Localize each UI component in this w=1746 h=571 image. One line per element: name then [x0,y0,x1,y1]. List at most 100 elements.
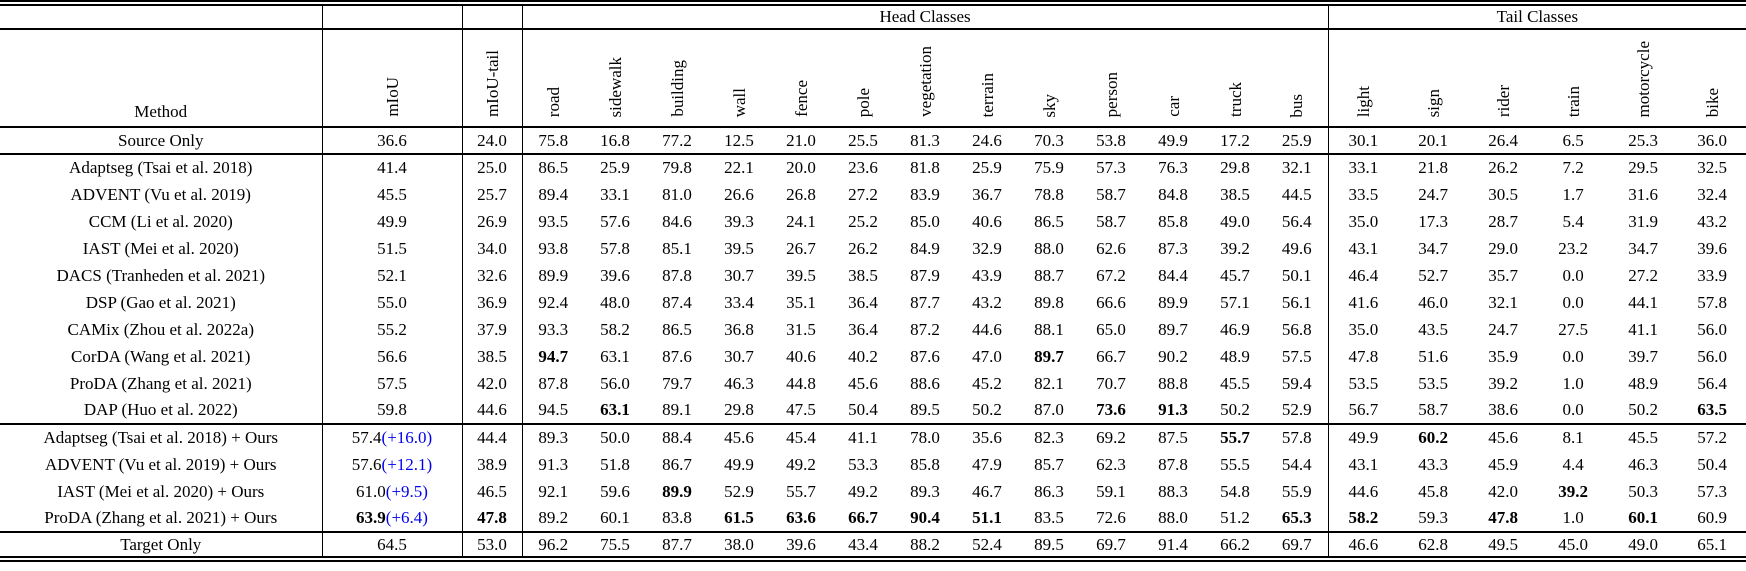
value-cell-light: 35.0 [1327,316,1399,343]
value-cell-building: 89.1 [646,397,708,425]
value-cell-sign: 60.2 [1418,428,1448,448]
table-row: DACS (Tranheden et al. 2021) 52.1 32.6 89.9… [0,262,1746,289]
value-cell-car: 89.7 [1158,319,1188,339]
class-column-label: fence [791,80,811,118]
value-cell-rider: 45.9 [1488,454,1518,474]
value-cell-building: 79.8 [662,158,692,178]
value-cell-bike: 36.0 [1678,127,1746,155]
value-cell-bus: 55.9 [1281,481,1312,501]
value-cell-road: 92.4 [521,289,584,316]
miou-value: 41.4 [377,158,407,178]
class-column-header-pole: pole [832,29,894,128]
value-cell-bike: 57.8 [1697,292,1727,312]
value-cell-person: 70.7 [1096,373,1126,393]
value-cell-person: 69.7 [1096,534,1126,554]
value-cell-vegetation: 84.9 [910,238,940,258]
value-cell-pole: 40.2 [848,346,878,366]
value-cell-vegetation: 78.0 [910,428,940,448]
value-cell-sky: 86.3 [1034,481,1064,501]
value-cell-building: 86.5 [662,319,692,339]
value-cell-wall: 29.8 [708,397,770,425]
value-cell-truck: 17.2 [1204,127,1266,155]
value-cell-pole: 53.3 [848,454,878,474]
method-cell: CorDA (Wang et al. 2021) [71,346,251,366]
method-cell: DAP (Huo et al. 2022) [0,397,322,425]
value-cell-pole: 25.2 [848,211,878,231]
method-cell: CCM (Li et al. 2020) [88,211,233,231]
method-cell: Source Only [0,127,322,155]
miou-tail-cell: 46.5 [461,478,522,505]
value-cell-bus: 49.6 [1281,238,1312,258]
value-cell-sign: 34.7 [1418,238,1448,258]
value-cell-sky: 83.5 [1018,505,1080,533]
value-cell-fence: 24.1 [786,211,816,231]
value-cell-pole: 41.1 [848,428,878,448]
miou-tail-cell: 47.8 [461,505,522,533]
value-cell-building: 87.7 [662,534,692,554]
value-cell-train: 45.0 [1558,534,1588,554]
value-cell-bus: 57.5 [1281,346,1312,366]
value-cell-terrain: 36.7 [972,184,1002,204]
method-cell: DSP (Gao et al. 2021) [85,292,236,312]
class-column-label: terrain [977,72,997,118]
value-cell-car: 91.4 [1158,534,1188,554]
value-cell-vegetation: 85.0 [910,211,940,231]
value-cell-bike: 33.9 [1697,265,1727,285]
value-cell-truck: 57.1 [1220,292,1250,312]
value-cell-person: 69.2 [1096,428,1126,448]
miou-cell: 52.1 [321,262,462,289]
table-row: Source Only 36.6 24.0 75.8 16.8 77.2 12.5 21.0 2… [0,127,1746,155]
class-column-label: rider [1493,85,1513,118]
method-cell: ADVENT (Vu et al. 2019) + Ours [44,454,277,474]
value-cell-train: 27.5 [1558,319,1588,339]
value-cell-wall: 39.3 [724,211,754,231]
class-column-label: bus [1287,93,1307,118]
value-cell-fence: 39.5 [786,265,816,285]
value-cell-wall: 61.5 [708,505,770,533]
value-cell-bus: 56.4 [1281,211,1312,231]
value-cell-sky: 89.5 [1034,534,1064,554]
value-cell-bike: 56.4 [1697,373,1727,393]
miou-cell: 56.6 [321,343,462,370]
value-cell-terrain: 44.6 [972,319,1002,339]
value-cell-wall: 30.7 [724,346,754,366]
method-cell: IAST (Mei et al. 2020) + Ours [57,481,265,501]
value-cell-train: 0.0 [1562,346,1584,366]
value-cell-fence: 45.4 [786,428,816,448]
value-cell-motorcycle: 31.6 [1628,184,1658,204]
value-cell-light: 33.5 [1327,181,1399,208]
head-classes-group-header: Head Classes [521,3,1329,30]
value-cell-truck: 55.7 [1220,428,1250,448]
value-cell-person: 66.6 [1096,292,1126,312]
value-cell-road: 94.5 [521,397,584,425]
value-cell-wall: 22.1 [724,158,754,178]
class-column-header-train: train [1538,29,1609,128]
value-cell-truck: 39.2 [1220,238,1250,258]
miou-cell: 51.5 [321,235,462,262]
value-cell-motorcycle: 27.2 [1628,265,1658,285]
value-cell-pole: 27.2 [848,184,878,204]
value-cell-road: 92.1 [521,478,584,505]
value-cell-vegetation: 87.2 [910,319,940,339]
value-cell-bus: 32.1 [1281,158,1312,178]
miou-delta: (+9.5) [385,481,428,501]
value-cell-pole: 26.2 [848,238,878,258]
value-cell-building: 89.9 [662,481,692,501]
value-cell-sky: 78.8 [1034,184,1064,204]
value-cell-car: 88.3 [1158,481,1188,501]
value-cell-rider: 28.7 [1488,211,1518,231]
value-cell-light: 53.5 [1327,370,1399,397]
value-cell-bike: 56.0 [1697,346,1727,366]
value-cell-road: 89.2 [521,505,584,533]
value-cell-wall: 46.3 [724,373,754,393]
value-cell-train: 4.4 [1562,454,1584,474]
value-cell-road: 93.3 [521,316,584,343]
value-cell-bus: 65.3 [1266,505,1329,533]
miou-value: 57.4 [351,428,382,448]
miou-tail-cell: 24.0 [461,127,522,155]
miou-delta: (+6.4) [385,508,428,528]
value-cell-fence: 35.1 [786,292,816,312]
class-column-label: car [1163,96,1183,118]
value-cell-road: 87.8 [521,370,584,397]
